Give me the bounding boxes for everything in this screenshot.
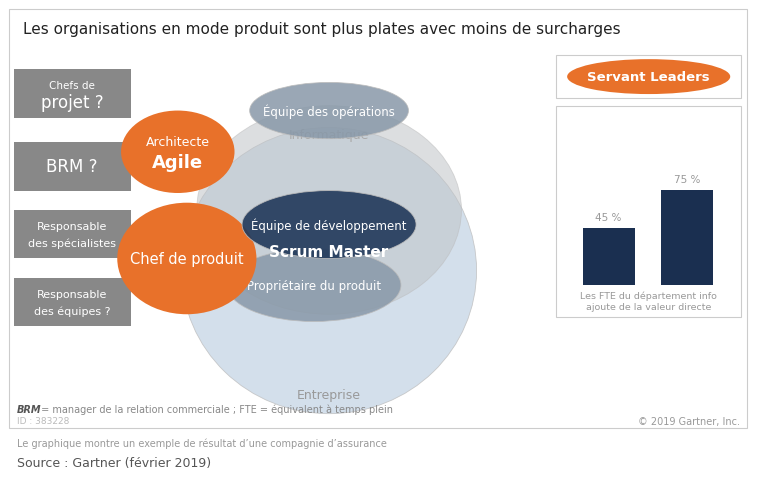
Ellipse shape <box>117 203 257 315</box>
Text: Agile: Agile <box>152 154 203 172</box>
Bar <box>661 191 713 286</box>
Text: Équipe des opérations: Équipe des opérations <box>263 104 395 119</box>
Ellipse shape <box>567 60 730 95</box>
FancyBboxPatch shape <box>14 70 131 119</box>
Text: Chefs de: Chefs de <box>49 81 95 91</box>
Text: Responsable: Responsable <box>37 222 107 231</box>
Bar <box>583 229 635 286</box>
Ellipse shape <box>242 191 416 259</box>
Ellipse shape <box>250 83 408 139</box>
Ellipse shape <box>121 111 234 194</box>
Text: Architecte: Architecte <box>146 136 209 148</box>
FancyBboxPatch shape <box>14 143 131 191</box>
Ellipse shape <box>182 128 477 414</box>
Text: 45 %: 45 % <box>595 213 621 223</box>
FancyBboxPatch shape <box>9 10 747 428</box>
Text: Équipe de développement: Équipe de développement <box>251 218 407 232</box>
Ellipse shape <box>196 106 461 315</box>
FancyBboxPatch shape <box>556 56 741 99</box>
Text: ID : 383228: ID : 383228 <box>17 417 69 425</box>
Text: BRM: BRM <box>17 404 41 414</box>
Text: Servant Leaders: Servant Leaders <box>587 71 710 84</box>
Text: Entreprise: Entreprise <box>297 388 361 401</box>
Text: BRM ?: BRM ? <box>46 158 98 176</box>
FancyBboxPatch shape <box>556 106 741 317</box>
Text: Informatique: Informatique <box>289 129 369 142</box>
Text: Les organisations en mode produit sont plus plates avec moins de surcharges: Les organisations en mode produit sont p… <box>22 22 620 37</box>
Text: Chef de produit: Chef de produit <box>130 252 243 266</box>
Text: des équipes ?: des équipes ? <box>34 305 111 316</box>
Text: © 2019 Gartner, Inc.: © 2019 Gartner, Inc. <box>638 416 740 426</box>
FancyBboxPatch shape <box>14 211 131 259</box>
Text: 75 %: 75 % <box>673 175 700 185</box>
Text: Scrum Master: Scrum Master <box>270 244 389 259</box>
Text: = manager de la relation commerciale ; FTE = équivalent à temps plein: = manager de la relation commerciale ; F… <box>38 404 393 414</box>
Text: Le graphique montre un exemple de résultat d’une compagnie d’assurance: Le graphique montre un exemple de résult… <box>17 438 386 448</box>
Text: Propriétaire du produit: Propriétaire du produit <box>247 279 381 292</box>
Ellipse shape <box>227 249 401 322</box>
Text: projet ?: projet ? <box>41 94 104 112</box>
Text: Source : Gartner (février 2019): Source : Gartner (février 2019) <box>17 456 211 469</box>
FancyBboxPatch shape <box>14 278 131 327</box>
Text: Responsable: Responsable <box>37 289 107 299</box>
Text: Les FTE du département info
ajoute de la valeur directe: Les FTE du département info ajoute de la… <box>581 291 717 311</box>
Text: des spécialistes: des spécialistes <box>29 238 116 248</box>
